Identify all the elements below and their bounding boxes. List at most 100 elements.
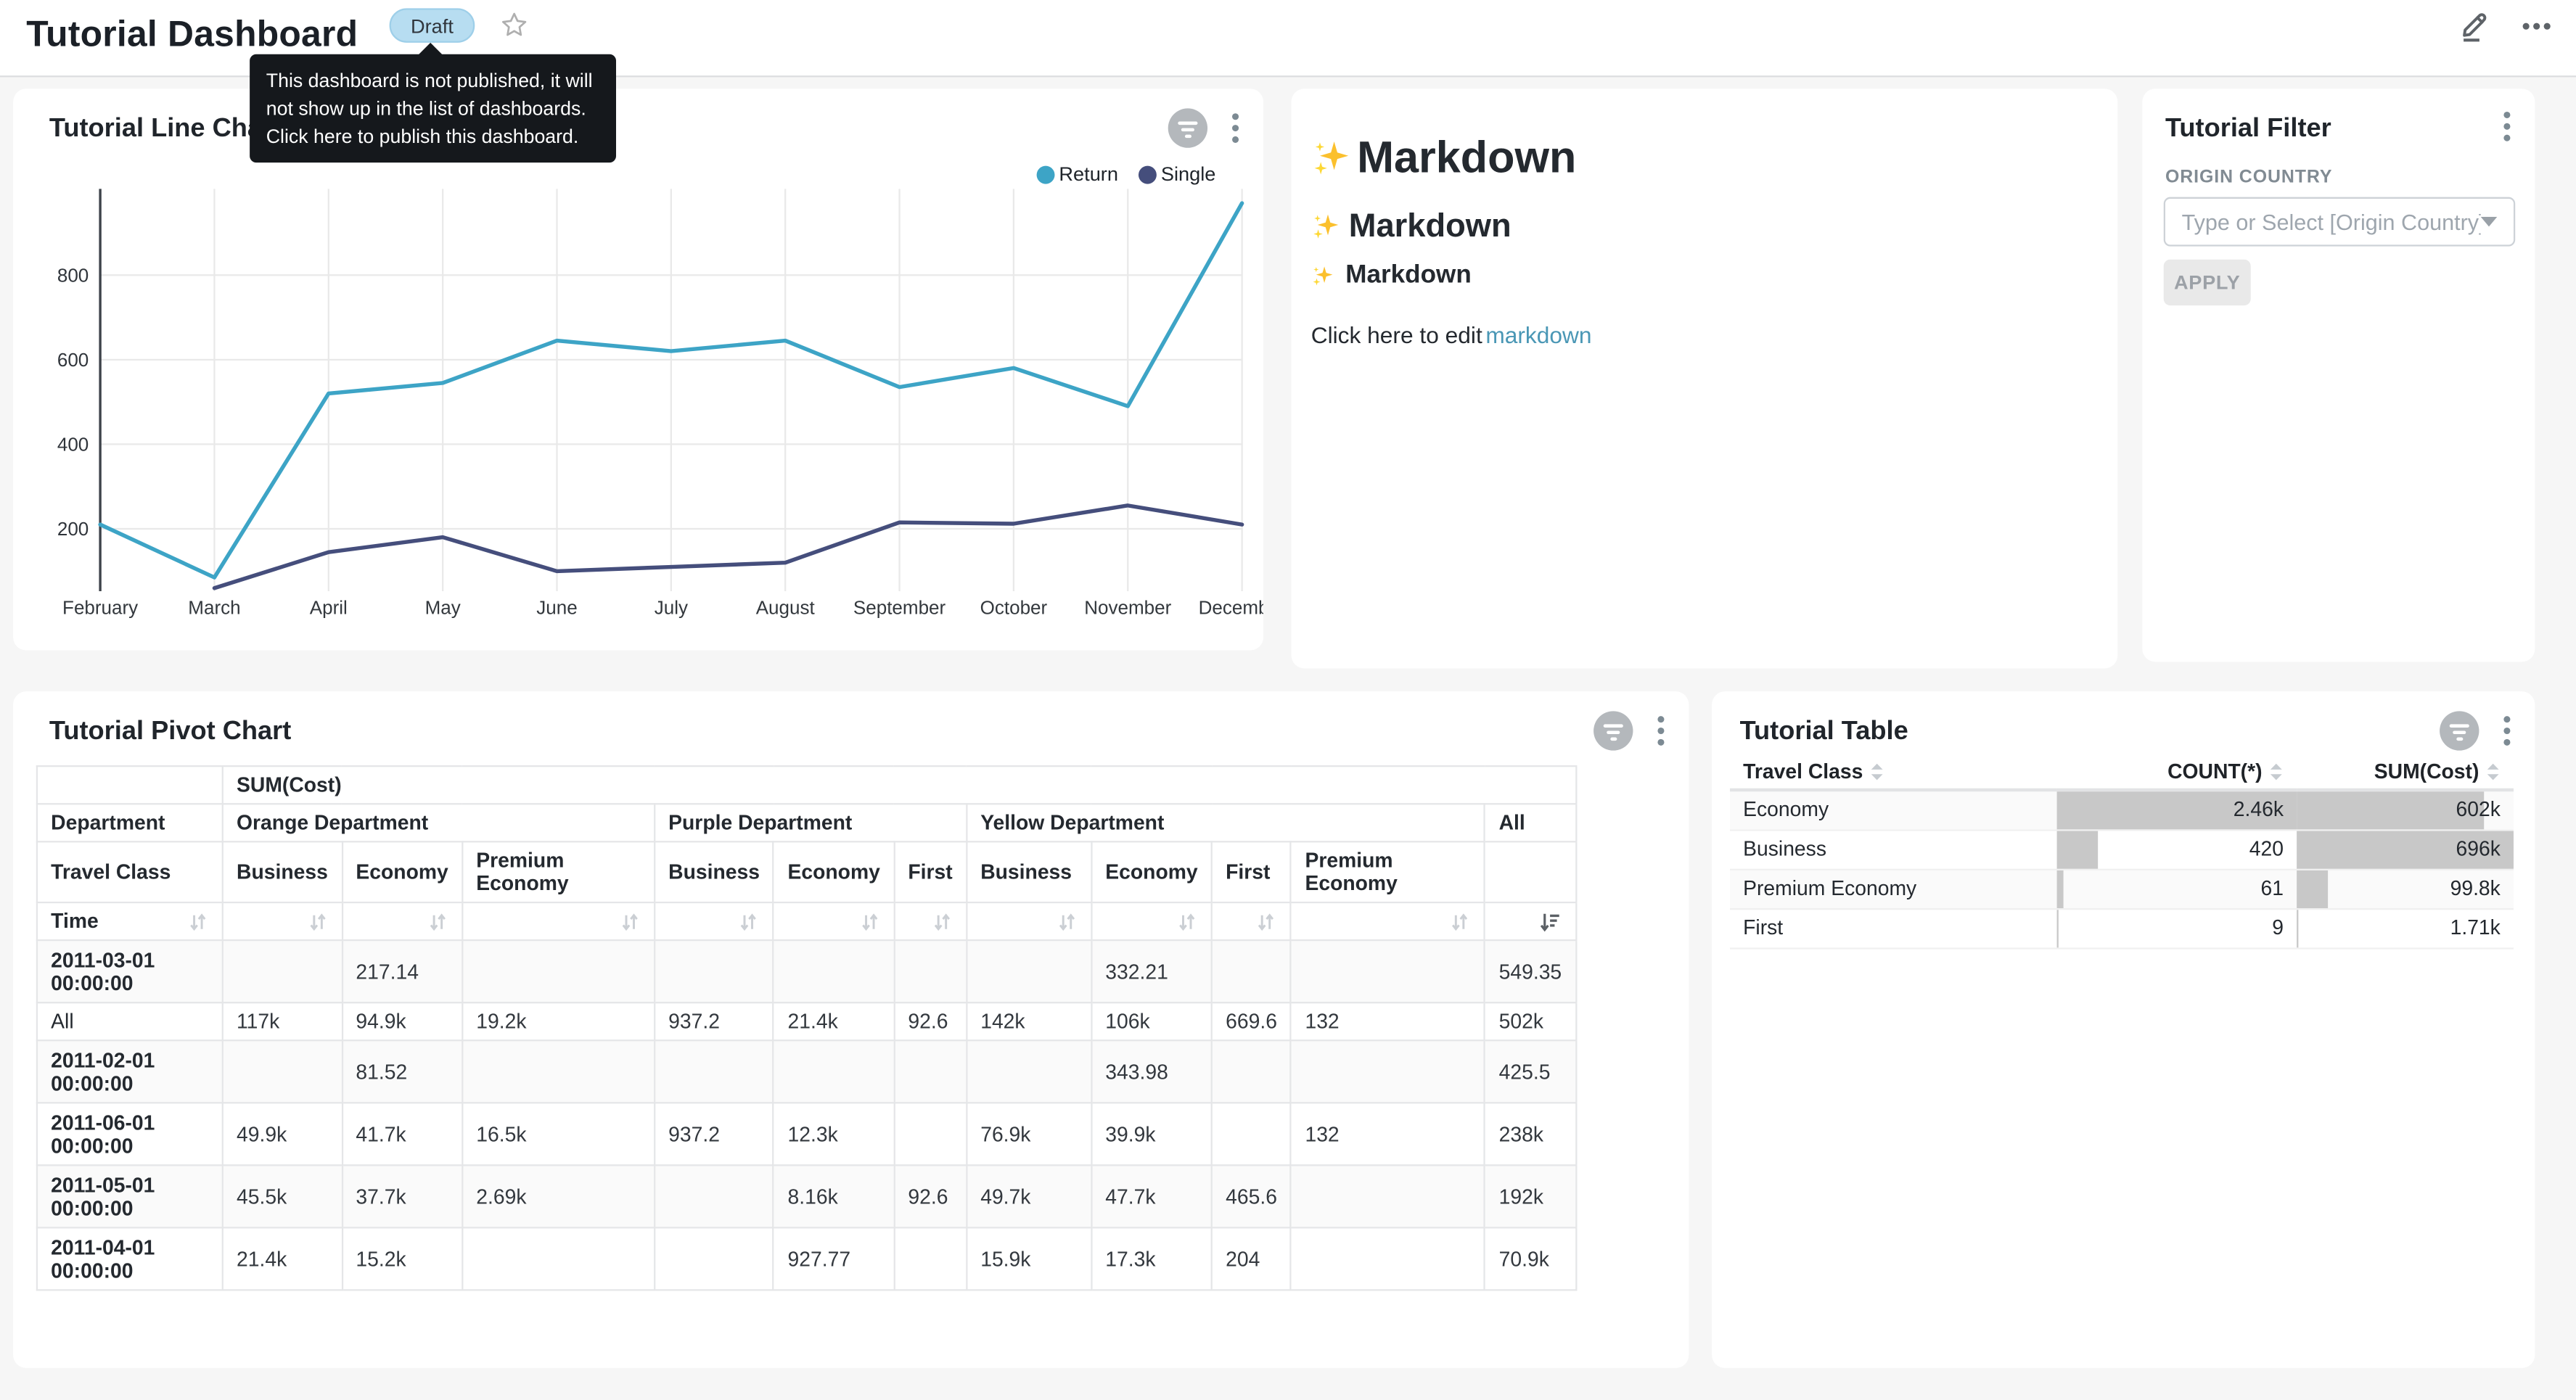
column-header-sum-cost-[interactable]: SUM(Cost)	[2297, 755, 2514, 790]
pivot-value-cell: 15.2k	[342, 1227, 462, 1290]
pivot-row: All117k94.9k19.2k937.221.4k92.6142k106k6…	[37, 1002, 1575, 1040]
pivot-row-header: 2011-02-01 00:00:00	[37, 1040, 223, 1103]
pivot-value-cell: 92.6	[894, 1002, 967, 1040]
sort-caret-icon[interactable]	[2485, 762, 2500, 782]
sort-caret-icon[interactable]	[2269, 762, 2284, 782]
sort-icon[interactable]	[858, 910, 879, 931]
legend-item-single[interactable]: Single	[1138, 162, 1215, 186]
pivot-value-cell: 76.9k	[967, 1103, 1091, 1165]
sparkles-icon	[1311, 263, 1336, 288]
sort-icon[interactable]	[1176, 910, 1197, 931]
pivot-class-header: Business	[655, 841, 774, 902]
pivot-value-cell	[462, 1227, 655, 1290]
pivot-value-cell: 549.35	[1485, 940, 1575, 1002]
sum-value: 602k	[2456, 799, 2500, 822]
pivot-value-cell: 465.6	[1212, 1165, 1291, 1227]
pivot-value-cell: 2.69k	[462, 1165, 655, 1227]
pivot-value-cell: 117k	[223, 1002, 342, 1040]
pivot-value-cell: 94.9k	[342, 1002, 462, 1040]
sparkles-icon	[1311, 212, 1342, 243]
markdown-panel: Markdown Markdown Markdown	[1292, 88, 2118, 668]
pivot-value-cell: 142k	[967, 1002, 1091, 1040]
legend-label: Return	[1059, 162, 1118, 186]
pivot-value-cell	[894, 1040, 967, 1103]
sort-icon[interactable]	[739, 910, 760, 931]
sum-value: 696k	[2456, 838, 2500, 861]
pivot-value-cell	[894, 1103, 967, 1165]
pivot-sort-cell	[774, 902, 894, 940]
sort-icon[interactable]	[931, 910, 952, 931]
pivot-value-cell: 106k	[1091, 1002, 1212, 1040]
edit-dashboard-pencil-icon[interactable]	[2454, 7, 2493, 46]
pivot-value-cell: 217.14	[342, 940, 462, 1002]
count-value: 420	[2249, 838, 2284, 861]
pivot-value-cell: 21.4k	[774, 1002, 894, 1040]
draft-status-badge[interactable]: Draft	[390, 8, 475, 43]
pivot-time-header: Time	[37, 902, 223, 940]
pivot-class-header: Premium Economy	[462, 841, 655, 902]
data-table-title: Tutorial Table	[1740, 717, 1908, 747]
pivot-sort-cell	[1291, 902, 1485, 940]
applied-filters-icon[interactable]	[1168, 108, 1207, 147]
table-row: Premium Economy6199.8k	[1730, 869, 2514, 908]
sparkles-icon	[1311, 137, 1354, 180]
pivot-value-cell: 16.5k	[462, 1103, 655, 1165]
pivot-value-cell	[967, 1040, 1091, 1103]
pivot-group-header: Yellow Department	[967, 804, 1485, 841]
pivot-value-cell	[774, 940, 894, 1002]
sort-icon[interactable]	[1256, 910, 1277, 931]
column-header-count-[interactable]: COUNT(*)	[2057, 755, 2297, 790]
more-actions-ellipsis-icon[interactable]	[2516, 7, 2556, 46]
origin-country-select[interactable]: Type or Select [Origin Country]	[2164, 197, 2516, 247]
pivot-sort-cell	[342, 902, 462, 940]
favorite-star-icon[interactable]	[499, 10, 529, 40]
column-header-label: Travel Class	[1743, 760, 1863, 783]
apply-button[interactable]: APPLY	[2164, 260, 2251, 305]
sort-icon[interactable]	[187, 910, 208, 931]
pivot-value-cell: 192k	[1485, 1165, 1575, 1227]
chart-kebab-menu-icon[interactable]	[1224, 110, 1247, 147]
pivot-row: 2011-04-01 00:00:0021.4k15.2k927.7715.9k…	[37, 1227, 1575, 1290]
pivot-kebab-menu-icon[interactable]	[1649, 713, 1673, 749]
column-header-label: SUM(Cost)	[2374, 760, 2479, 783]
table-row: Economy2.46k602k	[1730, 790, 2514, 829]
table-row: First91.71k	[1730, 908, 2514, 947]
select-placeholder: Type or Select [Origin Country]	[2182, 210, 2481, 234]
markdown-edit-link[interactable]: markdown	[1485, 322, 1591, 348]
pivot-value-cell: 15.9k	[967, 1227, 1091, 1290]
table-kebab-menu-icon[interactable]	[2495, 713, 2519, 749]
pivot-row-header: 2011-06-01 00:00:00	[37, 1103, 223, 1165]
markdown-h1: Markdown	[1311, 133, 1577, 184]
pivot-class-header: Business	[223, 841, 342, 902]
pivot-value-cell: 19.2k	[462, 1002, 655, 1040]
filter-kebab-menu-icon[interactable]	[2495, 108, 2519, 144]
column-header-travel-class[interactable]: Travel Class	[1730, 755, 2057, 790]
pivot-class-header: Premium Economy	[1291, 841, 1485, 902]
pivot-value-cell	[462, 940, 655, 1002]
sort-icon[interactable]	[1450, 910, 1471, 931]
sort-caret-icon[interactable]	[1869, 762, 1884, 782]
sort-descending-active-icon[interactable]	[1537, 910, 1562, 931]
pivot-value-cell: 12.3k	[774, 1103, 894, 1165]
filter-panel: Tutorial Filter ORIGIN COUNTRY Type or S…	[2142, 88, 2535, 662]
pivot-value-cell: 502k	[1485, 1002, 1575, 1040]
legend-item-return[interactable]: Return	[1036, 162, 1118, 186]
pivot-value-cell: 937.2	[655, 1002, 774, 1040]
sort-icon[interactable]	[1056, 910, 1077, 931]
sort-icon[interactable]	[427, 910, 448, 931]
pivot-value-cell: 425.5	[1485, 1040, 1575, 1103]
pivot-value-cell	[1212, 940, 1291, 1002]
pivot-sort-cell-active	[1485, 902, 1575, 940]
pivot-value-cell: 132	[1291, 1103, 1485, 1165]
pivot-value-cell	[774, 1040, 894, 1103]
markdown-paragraph: Click here to edit markdown	[1311, 322, 1592, 348]
pivot-metric-header: SUM(Cost)	[223, 766, 1576, 804]
legend-dot	[1138, 165, 1156, 184]
sort-icon[interactable]	[306, 910, 327, 931]
sort-icon[interactable]	[619, 910, 640, 931]
pivot-value-cell	[1212, 1040, 1291, 1103]
pivot-row-header: All	[37, 1002, 223, 1040]
applied-filters-icon[interactable]	[2440, 711, 2479, 750]
pivot-class-header-empty	[1485, 841, 1575, 902]
applied-filters-icon[interactable]	[1593, 711, 1633, 750]
